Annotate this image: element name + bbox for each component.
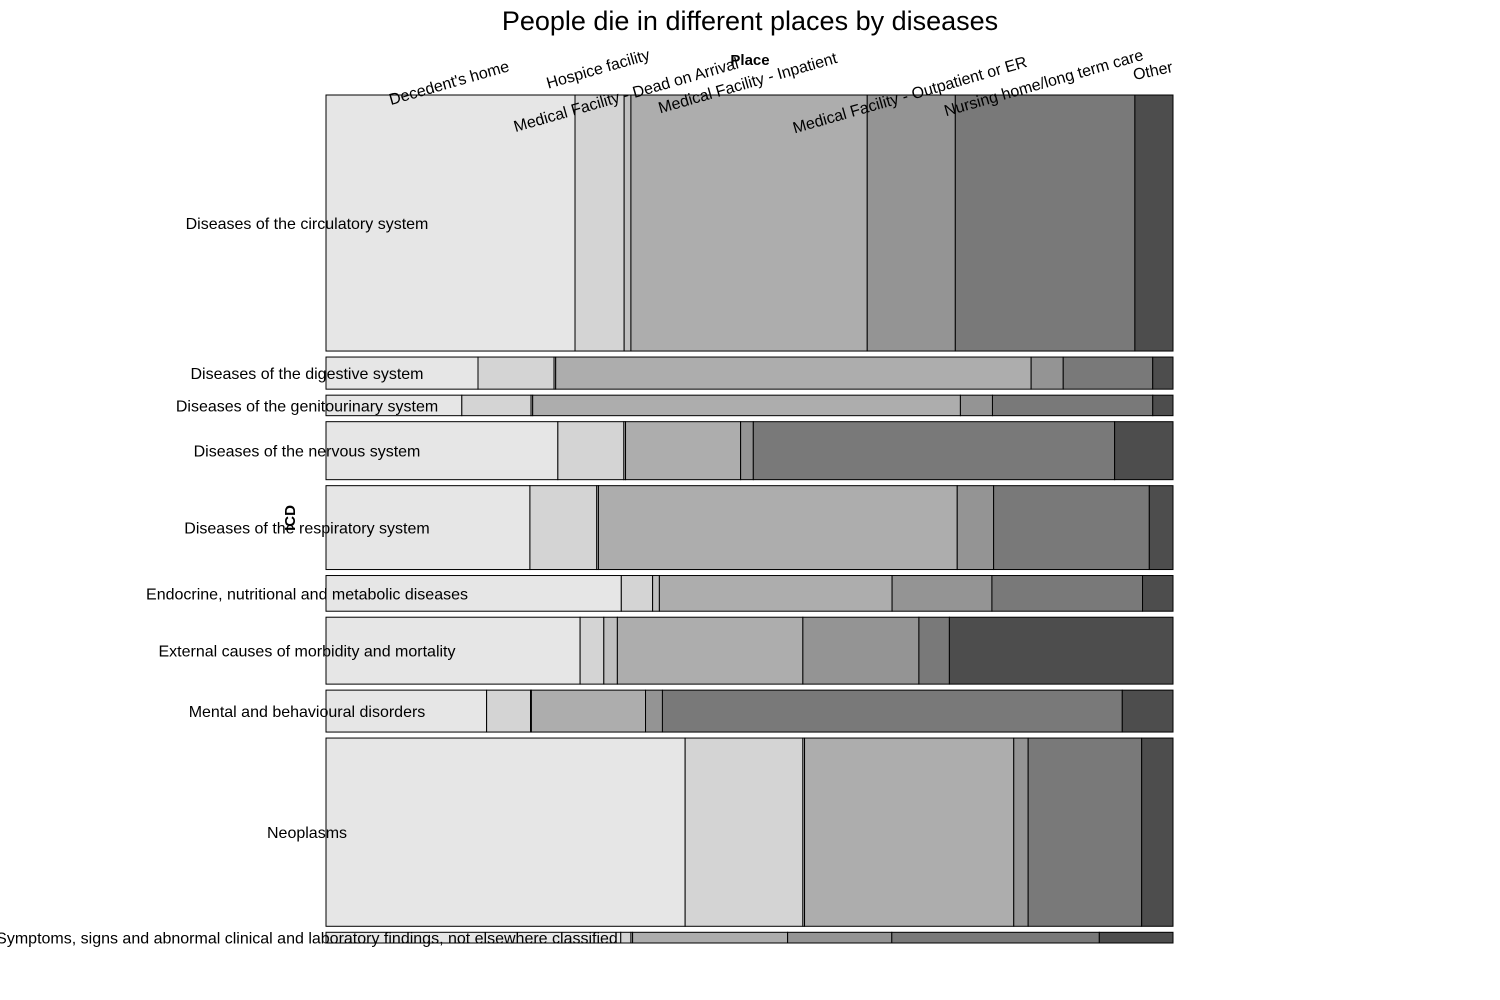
mosaic-cell-mental-and-behavioural-disorde-medical-facility-outpatient-or xyxy=(645,689,663,733)
mosaic-cell-diseases-of-the-genitourinary--medical-facility-outpatient-or xyxy=(959,394,993,417)
mosaic-cell-symptoms-signs-and-abnormal-cl-other xyxy=(1098,931,1174,944)
mosaic-cell-endocrine-nutritional-and-meta-other xyxy=(1142,575,1174,612)
mosaic-cell-diseases-of-the-circulatory-sy-hospice-facility xyxy=(574,94,625,352)
mosaic-cell-diseases-of-the-genitourinary--nursing-home-long-term-care xyxy=(991,394,1154,417)
mosaic-cells xyxy=(325,94,1174,944)
icd-label: Diseases of the circulatory system xyxy=(186,216,429,233)
icd-label: Endocrine, nutritional and metabolic dis… xyxy=(146,586,468,603)
icd-label: Mental and behavioural disorders xyxy=(189,704,426,721)
icd-label: External causes of morbidity and mortali… xyxy=(158,644,455,661)
icd-labels: Diseases of the circulatory system Diseas… xyxy=(0,216,618,948)
mosaic-cell-external-causes-of-morbidity-a-nursing-home-long-term-care xyxy=(918,616,950,685)
mosaic-cell-diseases-of-the-nervous-system-medical-facility-inpatient xyxy=(625,421,742,481)
mosaic-cell-mental-and-behavioural-disorde-medical-facility-inpatient xyxy=(530,689,647,733)
mosaic-cell-neoplasms-decedent-s-home xyxy=(325,737,686,927)
mosaic-cell-diseases-of-the-circulatory-sy-decedent-s-home xyxy=(325,94,576,352)
mosaic-cell-diseases-of-the-digestive-syst-nursing-home-long-term-care xyxy=(1062,356,1154,390)
mosaic-cell-diseases-of-the-digestive-syst-medical-facility-inpatient xyxy=(555,356,1032,390)
icd-label: Diseases of the digestive system xyxy=(191,366,424,383)
mosaic-cell-diseases-of-the-circulatory-sy-medical-facility-inpatient xyxy=(630,94,868,352)
mosaic-cell-diseases-of-the-respiratory-sy-medical-facility-inpatient xyxy=(597,485,958,571)
chart-title: People die in different places by diseas… xyxy=(502,6,998,36)
mosaic-cell-diseases-of-the-respiratory-sy-medical-facility-outpatient-or xyxy=(956,485,995,571)
icd-label: Symptoms, signs and abnormal clinical an… xyxy=(0,931,618,948)
mosaic-cell-diseases-of-the-nervous-system-medical-facility-outpatient-or xyxy=(740,421,754,481)
mosaic-cell-endocrine-nutritional-and-meta-medical-facility-inpatient xyxy=(658,575,893,612)
mosaic-cell-endocrine-nutritional-and-meta-medical-facility-outpatient-or xyxy=(891,575,993,612)
mosaic-cell-external-causes-of-morbidity-a-other xyxy=(948,616,1174,685)
mosaic-cell-mental-and-behavioural-disorde-hospice-facility xyxy=(486,689,532,733)
mosaic-cell-diseases-of-the-respiratory-sy-hospice-facility xyxy=(529,485,598,571)
mosaic-cell-diseases-of-the-genitourinary--medical-facility-inpatient xyxy=(532,394,961,417)
mosaic-cell-external-causes-of-morbidity-a-medical-facility-outpatient-or xyxy=(802,616,920,685)
mosaic-cell-neoplasms-hospice-facility xyxy=(684,737,804,927)
mosaic-cell-mental-and-behavioural-disorde-decedent-s-home xyxy=(325,689,488,733)
mosaic-cell-neoplasms-medical-facility-outpatient-or xyxy=(1013,737,1029,927)
icd-label: Diseases of the respiratory system xyxy=(184,521,429,538)
mosaic-cell-diseases-of-the-digestive-syst-hospice-facility xyxy=(477,356,555,390)
mosaic-cell-diseases-of-the-nervous-system-hospice-facility xyxy=(557,421,625,481)
mosaic-cell-neoplasms-other xyxy=(1141,737,1174,927)
mosaic-cell-diseases-of-the-digestive-syst-medical-facility-outpatient-or xyxy=(1030,356,1064,390)
mosaic-cell-diseases-of-the-circulatory-sy-other xyxy=(1134,94,1174,352)
icd-label: Neoplasms xyxy=(267,825,347,842)
mosaic-cell-symptoms-signs-and-abnormal-cl-medical-facility-outpatient-or xyxy=(787,931,893,944)
mosaic-cell-diseases-of-the-circulatory-sy-nursing-home-long-term-care xyxy=(954,94,1136,352)
icd-label: Diseases of the nervous system xyxy=(194,444,421,461)
x-axis-title: Place xyxy=(730,52,769,69)
mosaic-cell-endocrine-nutritional-and-meta-medical-facility-dead-on-arriv xyxy=(652,575,660,612)
mosaic-cell-mental-and-behavioural-disorde-other xyxy=(1121,689,1174,733)
mosaic-cell-external-causes-of-morbidity-a-medical-facility-inpatient xyxy=(616,616,804,685)
mosaic-cell-mental-and-behavioural-disorde-nursing-home-long-term-care xyxy=(661,689,1123,733)
mosaic-cell-diseases-of-the-respiratory-sy-nursing-home-long-term-care xyxy=(993,485,1150,571)
mosaic-cell-diseases-of-the-nervous-system-other xyxy=(1114,421,1174,481)
mosaic-cell-diseases-of-the-digestive-syst-other xyxy=(1152,356,1174,390)
mosaic-cell-diseases-of-the-circulatory-sy-medical-facility-outpatient-or xyxy=(866,94,956,352)
mosaic-cell-diseases-of-the-circulatory-sy-medical-facility-dead-on-arriv xyxy=(623,94,632,352)
mosaic-cell-diseases-of-the-nervous-system-nursing-home-long-term-care xyxy=(752,421,1116,481)
mosaic-cell-external-causes-of-morbidity-a-hospice-facility xyxy=(579,616,605,685)
mosaic-cell-external-causes-of-morbidity-a-decedent-s-home xyxy=(325,616,581,685)
mosaic-cell-diseases-of-the-genitourinary--other xyxy=(1152,394,1174,417)
mosaic-cell-diseases-of-the-genitourinary--hospice-facility xyxy=(461,394,532,417)
mosaic-cell-diseases-of-the-respiratory-sy-decedent-s-home xyxy=(325,485,531,571)
y-axis-title: ICD xyxy=(282,505,299,531)
mosaic-cell-symptoms-signs-and-abnormal-cl-nursing-home-long-term-care xyxy=(891,931,1100,944)
mosaic-cell-neoplasms-nursing-home-long-term-care xyxy=(1027,737,1143,927)
mosaic-cell-diseases-of-the-respiratory-sy-other xyxy=(1148,485,1174,571)
mosaic-cell-external-causes-of-morbidity-a-medical-facility-dead-on-arriv xyxy=(603,616,618,685)
mosaic-cell-endocrine-nutritional-and-meta-hospice-facility xyxy=(620,575,654,612)
mosaic-cell-endocrine-nutritional-and-meta-decedent-s-home xyxy=(325,575,622,612)
mosaic-cell-neoplasms-medical-facility-inpatient xyxy=(804,737,1015,927)
mosaic-cell-symptoms-signs-and-abnormal-cl-medical-facility-inpatient xyxy=(632,931,789,944)
icd-label: Diseases of the genitourinary system xyxy=(176,398,438,415)
mosaic-cell-symptoms-signs-and-abnormal-cl-hospice-facility xyxy=(620,931,632,944)
mosaic-cell-endocrine-nutritional-and-meta-nursing-home-long-term-care xyxy=(991,575,1144,612)
